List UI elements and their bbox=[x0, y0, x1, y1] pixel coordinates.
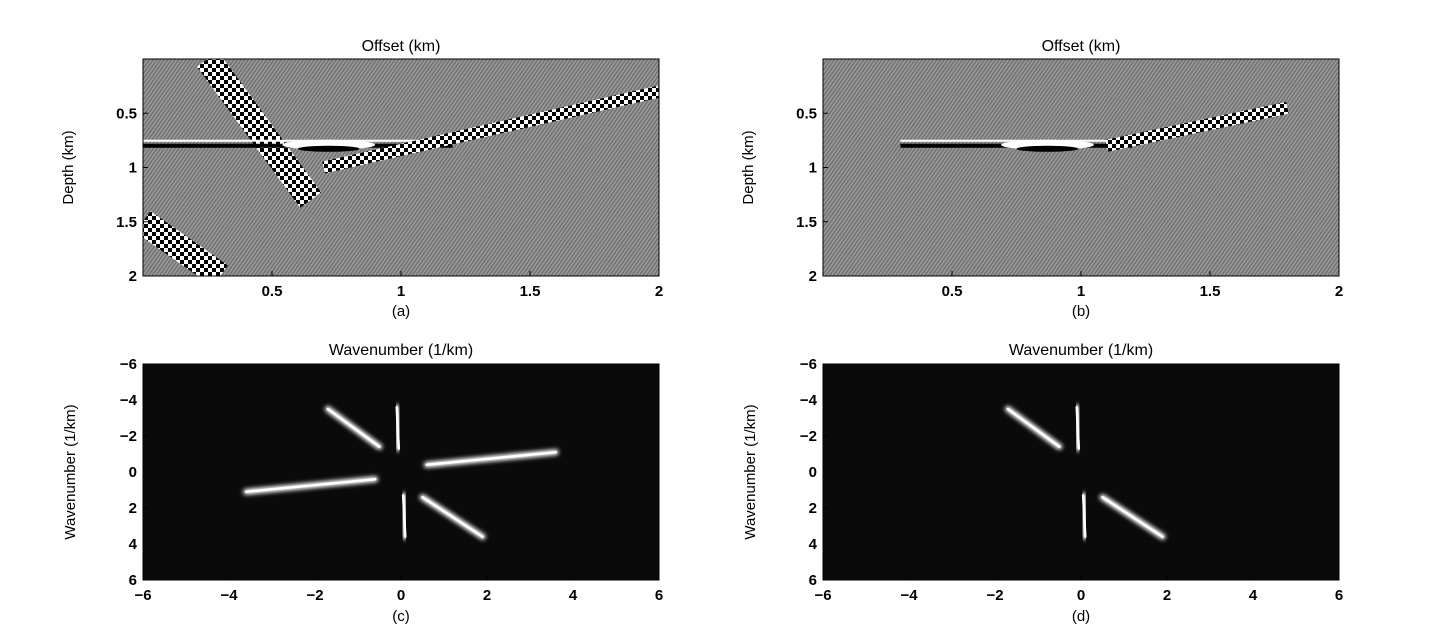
spectrum-background bbox=[143, 364, 659, 580]
dipping-event bbox=[1105, 101, 1289, 152]
reflector-dark-spot bbox=[1016, 145, 1079, 152]
x-tick-label: 0.5 bbox=[262, 283, 283, 300]
x-tick-label: 4 bbox=[1249, 587, 1258, 604]
y-tick-label: −2 bbox=[120, 428, 137, 445]
x-tick-label: 2 bbox=[483, 587, 491, 604]
x-tick-label: 6 bbox=[1335, 587, 1343, 604]
y-tick-label: −6 bbox=[800, 356, 817, 373]
spectral-streak-core bbox=[326, 407, 381, 449]
y-tick-label: 2 bbox=[809, 268, 817, 285]
x-tick-label: −6 bbox=[814, 587, 831, 604]
panel-b: 0.5 1 1.5 2 0.5 1 1.5 2 Offset (km) Depth (km) (b) bbox=[740, 38, 1343, 320]
spectral-streak-core bbox=[425, 450, 558, 467]
x-tick-label: −2 bbox=[306, 587, 323, 604]
spectral-streak-core bbox=[1101, 495, 1164, 539]
x-tick-label: −4 bbox=[900, 587, 918, 604]
y-tick-label: 0 bbox=[809, 464, 817, 481]
spectral-streak-core bbox=[1006, 407, 1061, 449]
y-tick-label: −2 bbox=[800, 428, 817, 445]
panel-title: Offset (km) bbox=[362, 38, 441, 55]
spectral-streak-core bbox=[421, 495, 484, 539]
dipping-event bbox=[143, 211, 228, 276]
panel-caption: (d) bbox=[1072, 608, 1090, 625]
y-axis-label: Depth (km) bbox=[740, 130, 757, 204]
y-tick-label: 2 bbox=[129, 500, 137, 517]
dipping-event bbox=[197, 59, 322, 208]
y-tick-label: 2 bbox=[129, 268, 137, 285]
spectral-streak-core bbox=[1081, 494, 1087, 539]
x-tick-label: 1.5 bbox=[1200, 283, 1221, 300]
x-tick-label: 0 bbox=[1077, 587, 1085, 604]
y-tick-label: 6 bbox=[809, 572, 817, 589]
x-tick-label: 1.5 bbox=[520, 283, 541, 300]
spectrum-background bbox=[823, 364, 1339, 580]
image-a bbox=[143, 59, 659, 276]
y-tick-label: 1 bbox=[809, 160, 817, 177]
x-tick-label: 2 bbox=[1335, 283, 1343, 300]
y-axis-label: Wavenumber (1/km) bbox=[62, 404, 79, 539]
y-tick-label: 0.5 bbox=[116, 105, 137, 122]
y-tick-label: 1 bbox=[129, 160, 137, 177]
y-tick-label: 0.5 bbox=[796, 105, 817, 122]
panel-title: Offset (km) bbox=[1042, 38, 1121, 55]
spectral-streak-core bbox=[244, 477, 377, 494]
y-axis-label: Depth (km) bbox=[60, 130, 77, 204]
panel-caption: (c) bbox=[392, 608, 410, 625]
spectral-streak-core bbox=[1075, 405, 1081, 450]
y-tick-label: 4 bbox=[809, 536, 818, 553]
x-tick-label: −6 bbox=[134, 587, 151, 604]
y-tick-label: 6 bbox=[129, 572, 137, 589]
y-tick-label: −6 bbox=[120, 356, 137, 373]
panel-caption: (b) bbox=[1072, 303, 1090, 320]
y-tick-label: 0 bbox=[129, 464, 137, 481]
panel-caption: (a) bbox=[392, 303, 410, 320]
x-tick-label: 2 bbox=[1163, 587, 1171, 604]
seismic-background bbox=[823, 59, 1339, 276]
reflector-dark-spot bbox=[297, 145, 360, 152]
x-tick-label: −2 bbox=[986, 587, 1003, 604]
x-tick-label: 1 bbox=[1077, 283, 1085, 300]
panel-title: Wavenumber (1/km) bbox=[1009, 342, 1153, 359]
panel-title: Wavenumber (1/km) bbox=[329, 342, 473, 359]
x-tick-label: −4 bbox=[220, 587, 238, 604]
image-c bbox=[143, 364, 659, 580]
y-tick-label: −4 bbox=[800, 392, 818, 409]
spectral-streak-core bbox=[401, 494, 407, 539]
x-tick-label: 4 bbox=[569, 587, 578, 604]
dipping-event bbox=[322, 85, 659, 174]
y-tick-label: 1.5 bbox=[116, 214, 137, 231]
image-b bbox=[823, 59, 1339, 276]
y-axis-label: Wavenumber (1/km) bbox=[742, 404, 759, 539]
y-tick-label: −4 bbox=[120, 392, 138, 409]
y-tick-label: 2 bbox=[809, 500, 817, 517]
x-tick-label: 0.5 bbox=[942, 283, 963, 300]
image-d bbox=[823, 364, 1339, 580]
x-tick-label: 1 bbox=[397, 283, 405, 300]
x-tick-label: 0 bbox=[397, 587, 405, 604]
panel-a: 0.5 1 1.5 2 0.5 1 1.5 2 Offset (km) Depth (km) (a) bbox=[60, 38, 663, 320]
y-tick-label: 4 bbox=[129, 536, 138, 553]
y-tick-label: 1.5 bbox=[796, 214, 817, 231]
spectral-streak-core bbox=[395, 405, 401, 450]
x-tick-label: 2 bbox=[655, 283, 663, 300]
x-tick-label: 6 bbox=[655, 587, 663, 604]
